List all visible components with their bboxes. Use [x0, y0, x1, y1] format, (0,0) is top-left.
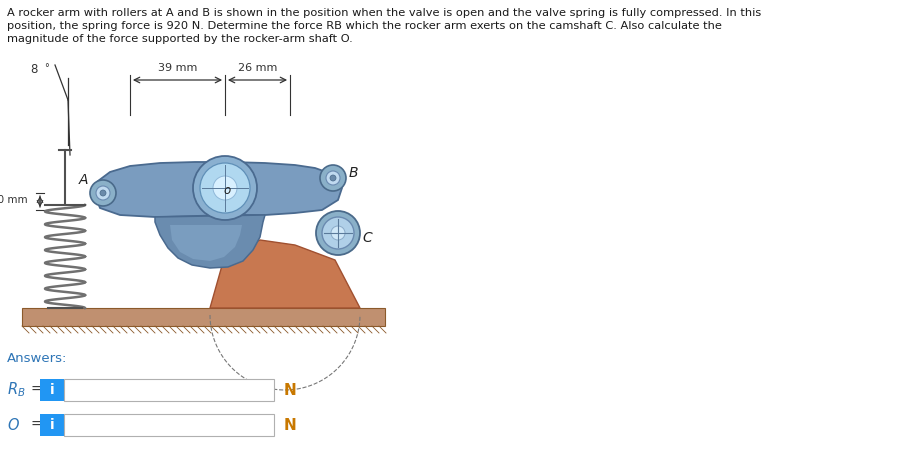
Text: C: C	[362, 231, 372, 245]
Circle shape	[316, 211, 360, 255]
Circle shape	[326, 171, 340, 185]
Circle shape	[200, 163, 250, 213]
Circle shape	[322, 217, 354, 249]
Text: Answers:: Answers:	[7, 352, 67, 365]
Text: 10 mm: 10 mm	[0, 195, 28, 205]
Circle shape	[96, 186, 110, 200]
Text: $O$: $O$	[7, 417, 20, 433]
Text: =: =	[31, 383, 42, 397]
Circle shape	[320, 165, 346, 191]
Polygon shape	[170, 225, 242, 261]
Text: A: A	[78, 173, 88, 187]
Polygon shape	[95, 162, 342, 217]
Text: position, the spring force is 920 N. Determine the force RB which the rocker arm: position, the spring force is 920 N. Det…	[7, 21, 722, 31]
Text: B: B	[349, 166, 358, 180]
Polygon shape	[155, 215, 265, 268]
FancyBboxPatch shape	[64, 379, 274, 401]
Circle shape	[193, 156, 257, 220]
Text: 26 mm: 26 mm	[238, 63, 277, 73]
Text: i: i	[50, 418, 54, 432]
Text: i: i	[50, 383, 54, 397]
FancyBboxPatch shape	[22, 308, 385, 326]
Text: N: N	[284, 383, 297, 398]
Polygon shape	[210, 240, 360, 308]
Text: °: °	[44, 63, 49, 73]
Text: magnitude of the force supported by the rocker-arm shaft O.: magnitude of the force supported by the …	[7, 34, 353, 44]
Circle shape	[213, 176, 237, 200]
Circle shape	[331, 226, 345, 240]
Text: 8: 8	[30, 63, 37, 76]
FancyBboxPatch shape	[40, 414, 64, 436]
Circle shape	[100, 190, 106, 196]
FancyBboxPatch shape	[64, 414, 274, 436]
Text: 39 mm: 39 mm	[158, 63, 198, 73]
Circle shape	[330, 175, 336, 181]
Text: $R_B$: $R_B$	[7, 381, 26, 399]
FancyBboxPatch shape	[40, 379, 64, 401]
Text: =: =	[31, 418, 42, 432]
Text: A rocker arm with rollers at A and B is shown in the position when the valve is : A rocker arm with rollers at A and B is …	[7, 8, 761, 18]
Text: N: N	[284, 418, 297, 432]
Circle shape	[90, 180, 116, 206]
Text: o: o	[223, 184, 231, 197]
